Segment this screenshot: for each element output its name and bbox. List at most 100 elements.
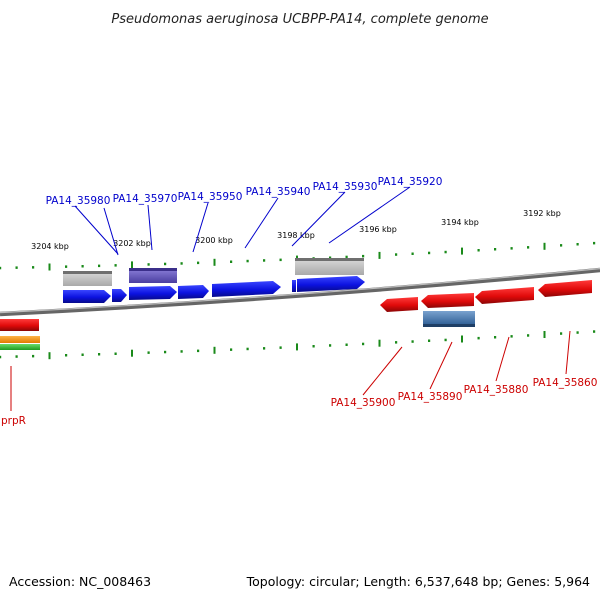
reverse-gene-labels: PA14_35900 PA14_35890 PA14_35880 PA14_35…: [1, 330, 598, 427]
minor-tick: [527, 334, 530, 337]
minor-tick: [279, 346, 282, 349]
minor-tick: [593, 241, 596, 245]
minor-tick: [477, 336, 480, 340]
gene-arrow[interactable]: [475, 287, 534, 304]
minor-tick: [345, 255, 348, 259]
minor-tick: [230, 260, 233, 263]
minor-tick: [15, 266, 18, 269]
minor-tick: [444, 338, 447, 342]
genome-backbone: [0, 267, 600, 317]
leader-line: [74, 205, 119, 255]
gene-label[interactable]: PA14_35900: [331, 397, 396, 409]
reverse-genes: [380, 280, 592, 312]
minor-tick: [197, 261, 200, 265]
major-tick: [543, 242, 546, 250]
gene-arrow[interactable]: [178, 285, 209, 299]
minor-tick: [81, 353, 84, 356]
gene-label[interactable]: PA14_35920: [378, 176, 443, 188]
minor-tick: [98, 264, 101, 268]
gene-arrow[interactable]: [421, 293, 474, 308]
minor-tick: [560, 332, 563, 335]
minor-tick: [81, 265, 84, 268]
gene-label[interactable]: PA14_35970: [113, 193, 178, 205]
minor-tick: [345, 343, 348, 346]
feature-box-edge: [295, 258, 364, 261]
minor-tick: [147, 263, 150, 266]
genome-backbone-highlight: [0, 268, 600, 314]
feature-box[interactable]: [295, 259, 364, 275]
gene-label[interactable]: PA14_35890: [398, 391, 463, 403]
gene-arrow[interactable]: [0, 319, 39, 331]
leader-line: [565, 330, 571, 375]
gene-label[interactable]: PA14_35930: [313, 181, 378, 193]
minor-tick: [32, 266, 35, 269]
minor-tick: [477, 249, 480, 252]
gene-label[interactable]: PA14_35940: [246, 186, 311, 198]
minor-tick: [197, 349, 200, 353]
minor-tick: [411, 252, 414, 255]
genome-summary-text: Topology: circular; Length: 6,537,648 bp…: [246, 574, 590, 589]
gene-arrow[interactable]: [297, 276, 365, 292]
minor-tick: [230, 348, 233, 351]
forward-genes: [63, 276, 365, 303]
major-tick: [48, 352, 51, 360]
leader-line: [291, 191, 346, 247]
kbp-label: 3204 kbp: [31, 242, 69, 251]
kbp-label: 3202 kbp: [113, 239, 151, 248]
minor-tick: [263, 259, 266, 262]
minor-tick: [593, 330, 596, 333]
feature-box-edge: [63, 271, 112, 274]
kbp-label: 3192 kbp: [523, 209, 561, 218]
gene-label[interactable]: PA14_35880: [464, 384, 529, 396]
minor-tick: [0, 355, 2, 359]
minor-tick: [428, 339, 431, 342]
minor-tick: [576, 331, 579, 334]
minor-tick: [164, 262, 167, 266]
gene-arrow[interactable]: [129, 286, 177, 300]
minor-tick: [395, 253, 398, 256]
feature-box[interactable]: [129, 269, 177, 283]
gene-label[interactable]: PA14_35860: [533, 377, 598, 389]
gene-arrow[interactable]: [63, 290, 111, 303]
gene-arrow[interactable]: [292, 280, 296, 292]
gene-arrow[interactable]: [380, 297, 418, 312]
feature-box[interactable]: [0, 344, 40, 350]
major-tick: [296, 343, 298, 351]
map-title: Pseudomonas aeruginosa UCBPP-PA14, compl…: [111, 12, 488, 27]
minor-tick: [362, 342, 365, 346]
minor-tick: [246, 259, 249, 263]
left-edge-features: [0, 319, 40, 350]
gene-label[interactable]: prpR: [1, 415, 26, 427]
gene-arrow[interactable]: [212, 281, 281, 297]
minor-tick: [494, 336, 497, 339]
minor-tick: [494, 248, 497, 251]
minor-tick: [428, 251, 431, 255]
gene-arrow[interactable]: [112, 289, 127, 302]
feature-box-edge: [423, 324, 475, 327]
minor-tick: [527, 246, 530, 249]
gene-label[interactable]: PA14_35980: [46, 195, 111, 207]
gene-label[interactable]: PA14_35950: [178, 191, 243, 203]
minor-tick: [114, 264, 117, 267]
minor-tick: [576, 243, 579, 246]
gene-arrow[interactable]: [538, 280, 592, 297]
feature-box[interactable]: [63, 272, 112, 286]
minor-tick: [147, 351, 150, 354]
minor-tick: [180, 262, 183, 265]
minor-tick: [510, 247, 513, 250]
feature-box[interactable]: [423, 311, 475, 325]
major-tick: [378, 339, 381, 347]
leader-line: [495, 336, 510, 382]
major-tick: [543, 331, 546, 338]
leader-line: [147, 204, 153, 251]
kbp-label: 3194 kbp: [441, 218, 479, 227]
major-tick: [131, 349, 133, 357]
feature-box[interactable]: [0, 336, 40, 343]
minor-tick: [65, 265, 68, 268]
minor-tick: [510, 335, 513, 338]
major-tick: [213, 258, 216, 266]
kbp-label: 3196 kbp: [359, 225, 397, 234]
minor-tick: [98, 353, 101, 356]
minor-tick: [246, 347, 249, 351]
